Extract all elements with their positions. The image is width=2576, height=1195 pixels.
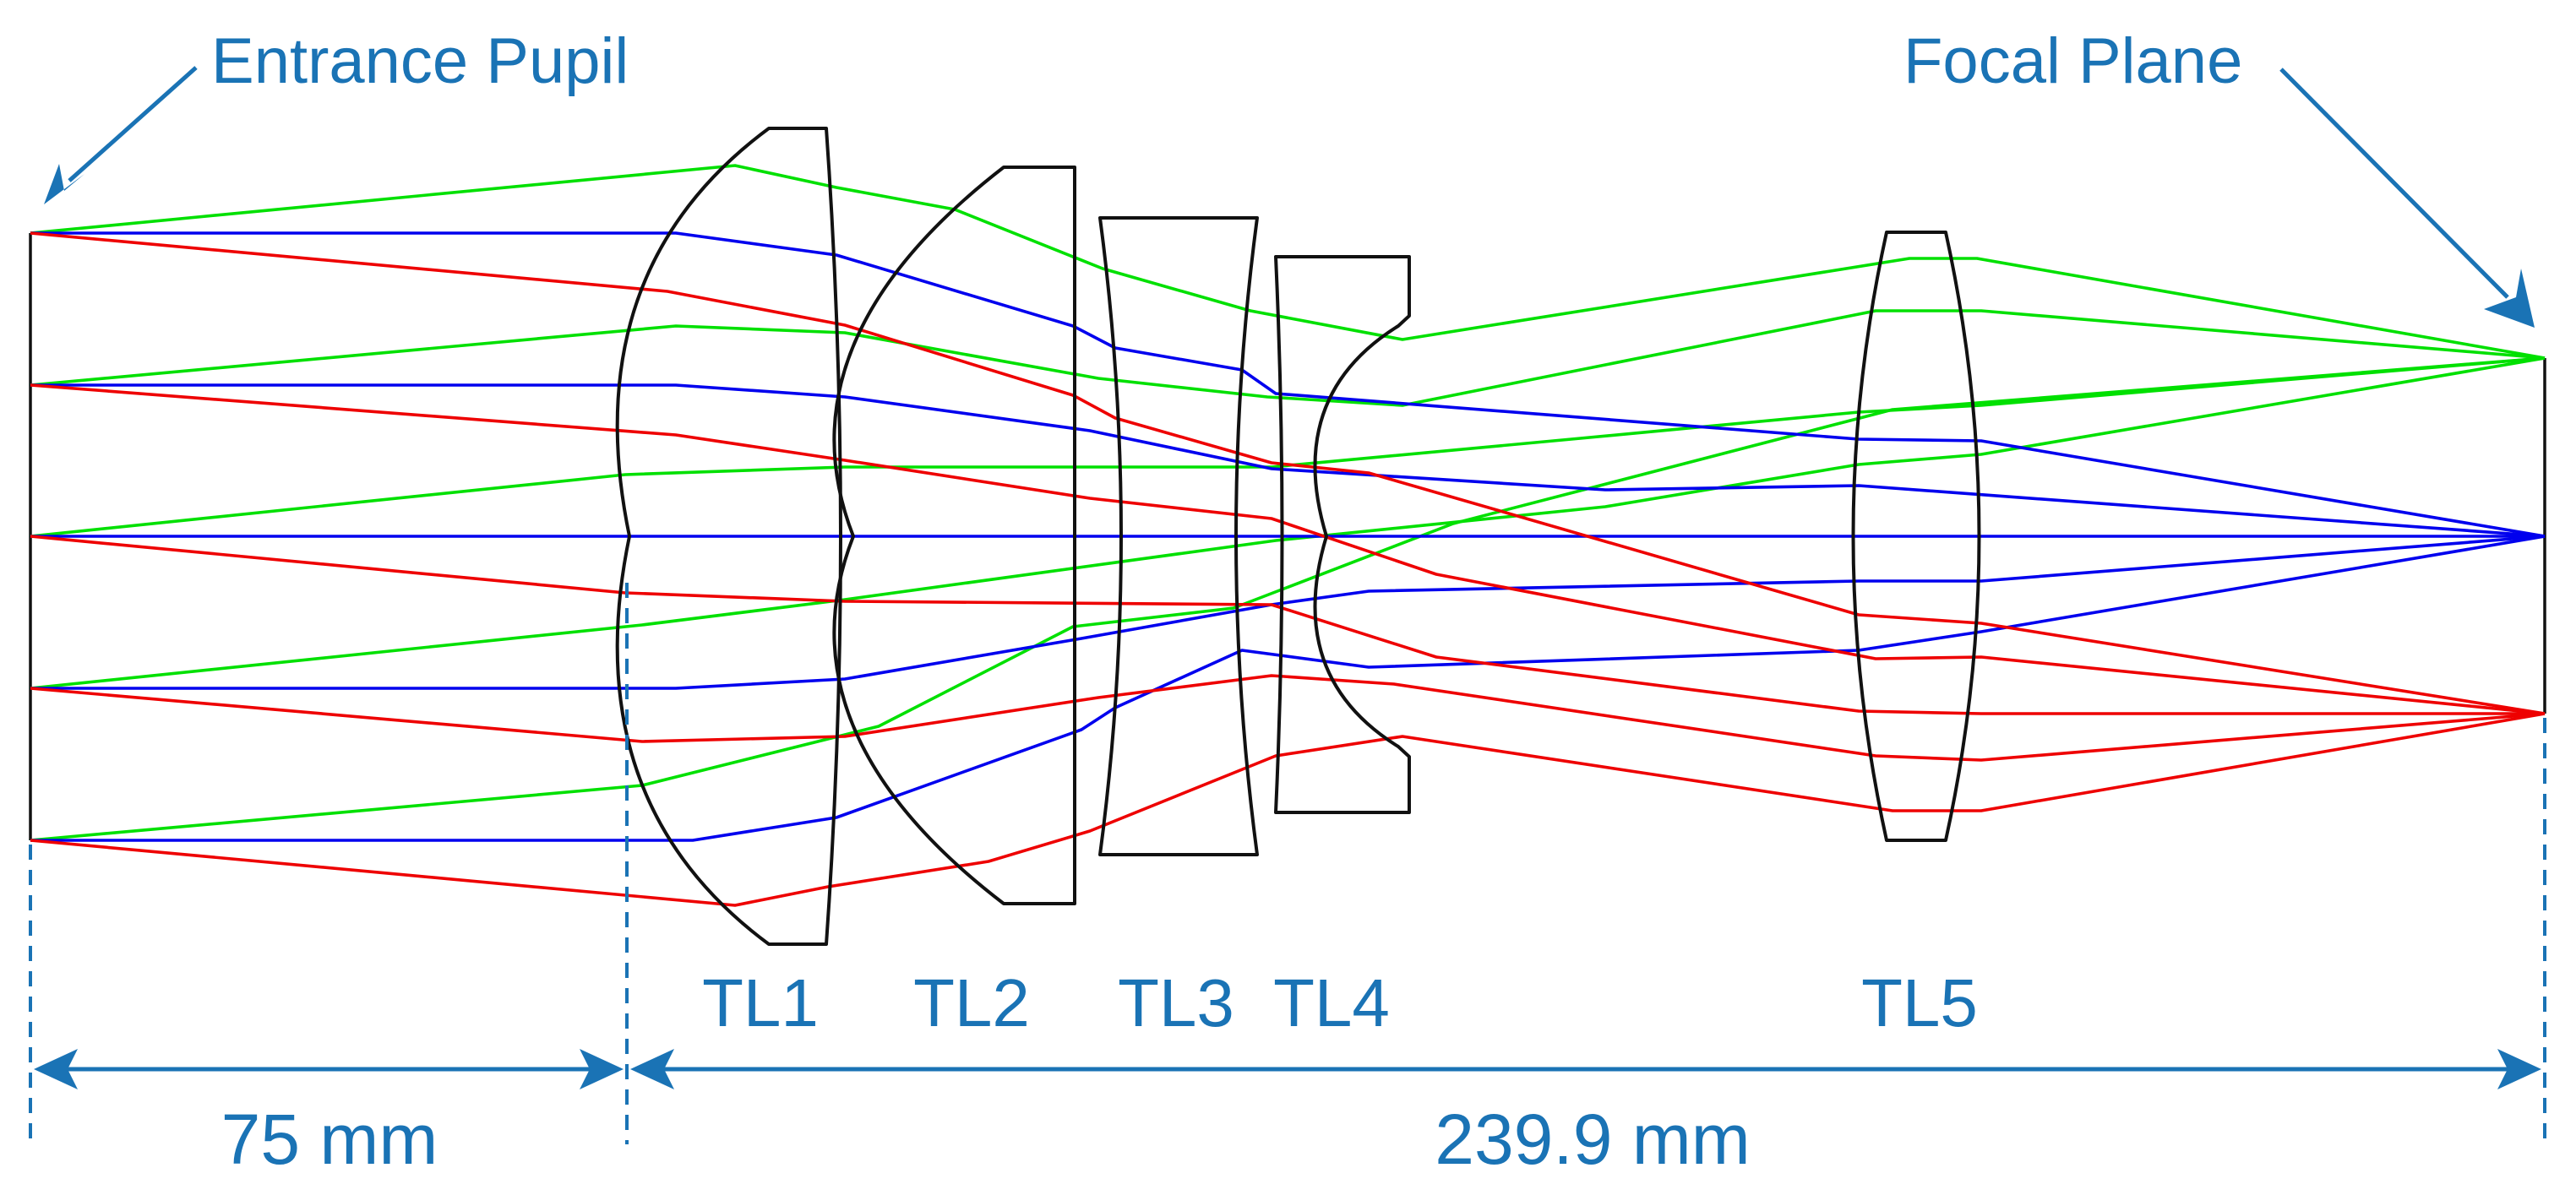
lens-label-tl3: TL3 (1118, 965, 1234, 1040)
entrance-pupil-arrow-line (68, 66, 198, 182)
lens-label-tl1: TL1 (702, 965, 819, 1040)
dim-arrow-right-end (2497, 1049, 2541, 1089)
entrance-pupil-arrow-head (44, 164, 84, 204)
lens-tl4 (1274, 255, 1411, 814)
red-ray-5 (30, 712, 2546, 907)
focal-plane-label: Focal Plane (1903, 25, 2242, 97)
dim-label-right: 239.9 mm (1435, 1100, 1751, 1179)
lens-tl5 (1851, 231, 1981, 842)
blue-ray-4 (30, 535, 2546, 690)
dim-label-left: 75 mm (221, 1100, 438, 1179)
entrance-pupil-label: Entrance Pupil (211, 25, 629, 97)
lens-tl3 (1098, 216, 1259, 856)
blue-ray-1 (30, 231, 2546, 538)
red-ray-4 (30, 674, 2546, 762)
red-ray-3 (30, 535, 2545, 715)
focal-plane-arrow-line (2279, 68, 2509, 299)
blue-ray-2 (30, 383, 2546, 538)
lens-group (615, 127, 1981, 946)
lens-label-tl5: TL5 (1861, 965, 1978, 1040)
dim-arrow-right-start (630, 1049, 674, 1089)
green-ray-1 (30, 164, 2546, 360)
dim-arrow-left-end (580, 1049, 624, 1089)
blue-ray-5 (30, 535, 2546, 842)
lens-tl2 (832, 166, 1076, 905)
green-ray-2 (30, 309, 2546, 407)
dim-arrow-left-start (34, 1049, 78, 1089)
lens-label-tl2: TL2 (913, 965, 1030, 1040)
ray-bundles (30, 164, 2546, 907)
red-ray-2 (30, 383, 2546, 715)
green-ray-3 (30, 356, 2546, 538)
red-ray-1 (30, 231, 2546, 715)
lens-label-tl4: TL4 (1273, 965, 1390, 1040)
green-ray-4 (30, 356, 2546, 690)
lens-tl1 (615, 127, 842, 946)
focal-plane-arrow-head (2484, 269, 2535, 328)
